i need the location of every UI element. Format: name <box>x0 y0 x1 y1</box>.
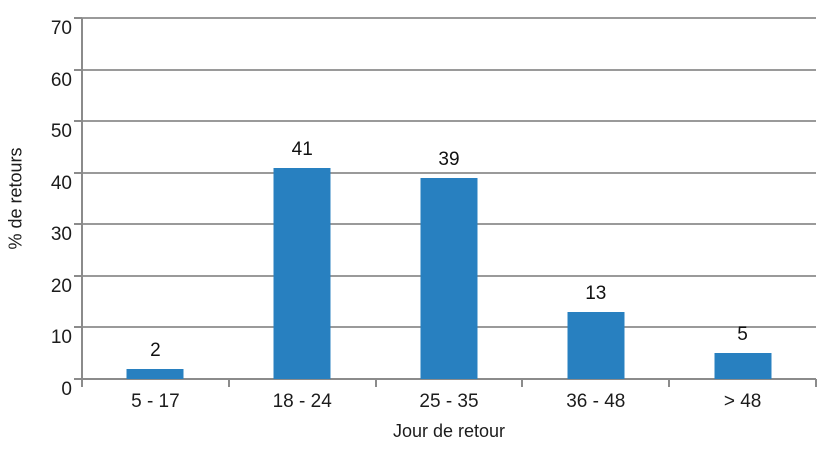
y-tick-label-40: 40 <box>50 172 72 194</box>
value-label-5: 5 <box>737 324 748 346</box>
y-tick-label-20: 20 <box>50 275 72 297</box>
y-tick-mark-60 <box>74 68 82 71</box>
category-3: 39 <box>376 18 523 379</box>
bar-5-17 <box>126 368 184 379</box>
plot-area: 2 41 39 13 5 0 10 20 30 40 50 60 70 <box>51 17 817 400</box>
value-label-3: 39 <box>438 148 460 170</box>
y-tick-label-50: 50 <box>50 121 72 143</box>
y-tick-label-30: 30 <box>50 224 72 246</box>
y-tick-mark-50 <box>74 120 82 123</box>
y-tick-label-0: 0 <box>61 379 72 400</box>
bar->48 <box>714 353 772 379</box>
category-4: 13 <box>522 18 669 379</box>
y-axis-line <box>81 18 83 387</box>
x-tick-label-1: 5 - 17 <box>131 391 180 412</box>
x-axis-title: Jour de retour <box>392 421 506 441</box>
y-tick-mark-70 <box>74 17 82 19</box>
y-tick-mark-10 <box>74 326 82 329</box>
y-tick-label-10: 10 <box>50 327 72 349</box>
y-tick-mark-40 <box>74 171 82 174</box>
x-tick-label-3: 25 - 35 <box>419 391 479 412</box>
x-tick-mark-2 <box>374 379 377 387</box>
value-label-1: 2 <box>150 339 161 361</box>
y-axis-title: % de retours <box>0 18 32 379</box>
gridline-60 <box>82 68 816 71</box>
gridline-50 <box>82 120 816 123</box>
y-tick-mark-20 <box>74 274 82 277</box>
y-tick-label-60: 60 <box>50 69 72 91</box>
x-tick-label-2: 18 - 24 <box>272 391 332 412</box>
category-2: 41 <box>229 18 376 379</box>
x-axis-tick-labels: 5 - 17 18 - 24 25 - 35 36 - 48 > 48 <box>82 391 816 413</box>
gridline-40 <box>82 171 816 174</box>
y-tick-mark-30 <box>74 223 82 226</box>
x-tick-mark-4 <box>668 379 671 387</box>
y-axis-title-text: % de retours <box>5 147 26 250</box>
bar-18-24 <box>273 167 331 379</box>
bar-36-48 <box>567 311 625 379</box>
x-tick-label-4: 36 - 48 <box>566 391 626 412</box>
bars-container: 2 41 39 13 5 <box>82 18 816 379</box>
bar-25-35 <box>420 177 478 379</box>
y-tick-label-70: 70 <box>50 18 72 39</box>
value-label-4: 13 <box>585 282 607 304</box>
category-5: 5 <box>669 18 816 379</box>
category-1: 2 <box>82 18 229 379</box>
x-tick-label-5: > 48 <box>723 391 762 412</box>
gridline-70 <box>82 17 816 19</box>
x-tick-mark-5 <box>815 379 817 387</box>
value-label-2: 41 <box>291 138 313 160</box>
x-tick-mark-3 <box>521 379 524 387</box>
x-axis-line <box>82 378 816 380</box>
y-tick-mark-0 <box>74 378 82 380</box>
x-tick-mark-1 <box>227 379 230 387</box>
